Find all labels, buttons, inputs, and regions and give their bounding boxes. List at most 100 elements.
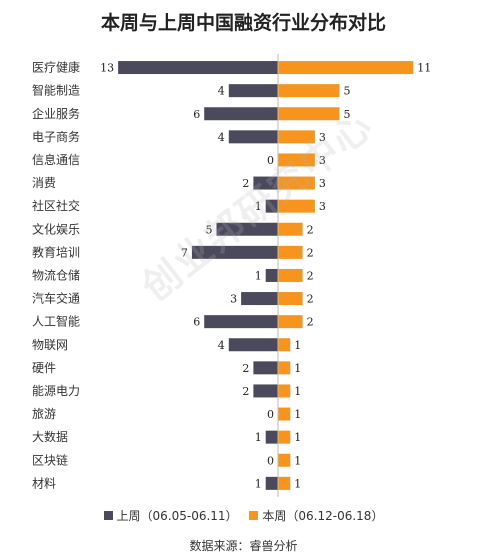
category-label: 大数据 — [32, 429, 68, 444]
category-label: 物联网 — [32, 338, 68, 352]
value-label-last-week: 4 — [218, 131, 225, 144]
bar-last-week — [228, 84, 278, 98]
value-label-this-week: 1 — [294, 408, 301, 421]
value-label-last-week: 7 — [181, 246, 188, 259]
category-label: 电子商务 — [32, 129, 80, 144]
category-label: 物流仓储 — [32, 267, 80, 282]
value-label-this-week: 1 — [294, 362, 301, 375]
value-label-last-week: 1 — [255, 431, 262, 444]
category-label: 能源电力 — [32, 384, 80, 398]
bar-last-week — [265, 199, 278, 213]
category-label: 人工智能 — [32, 314, 80, 329]
legend-label-this-week: 本周（06.12-06.18） — [262, 509, 384, 523]
value-label-last-week: 2 — [242, 177, 249, 190]
bar-this-week — [278, 292, 303, 306]
value-label-this-week: 1 — [294, 454, 301, 467]
chart-legend: 上周（06.05-06.11） 本周（06.12-06.18） — [0, 507, 487, 524]
category-label: 教育培训 — [32, 244, 80, 259]
category-label: 文化娱乐 — [32, 221, 80, 236]
legend-swatch-last-week — [103, 511, 113, 520]
value-label-this-week: 1 — [294, 385, 301, 398]
value-label-this-week: 1 — [294, 477, 301, 490]
bar-this-week — [278, 338, 291, 352]
legend-swatch-this-week — [249, 511, 259, 520]
category-label: 企业服务 — [32, 106, 80, 121]
legend-item-last-week: 上周（06.05-06.11） — [103, 507, 238, 524]
value-label-last-week: 1 — [255, 477, 262, 490]
bar-this-week — [278, 245, 303, 259]
bar-this-week — [278, 107, 340, 121]
bar-last-week — [204, 107, 278, 121]
value-label-last-week: 5 — [206, 223, 213, 236]
bar-this-week — [278, 407, 291, 421]
bar-this-week — [278, 199, 315, 213]
category-label: 信息通信 — [32, 152, 80, 167]
value-label-last-week: 3 — [230, 293, 237, 306]
category-label: 医疗健康 — [32, 60, 80, 75]
value-label-this-week: 5 — [344, 85, 351, 98]
value-label-last-week: 4 — [218, 339, 225, 352]
value-label-last-week: 6 — [193, 108, 200, 121]
bar-this-week — [278, 222, 303, 236]
value-label-last-week: 6 — [193, 316, 200, 329]
value-label-this-week: 2 — [307, 293, 314, 306]
bar-last-week — [118, 61, 278, 75]
value-label-this-week: 11 — [417, 62, 431, 75]
value-label-last-week: 1 — [255, 269, 262, 282]
bar-last-week — [253, 384, 278, 398]
value-label-last-week: 2 — [242, 385, 249, 398]
value-label-this-week: 2 — [307, 269, 314, 282]
bar-last-week — [241, 292, 278, 306]
value-label-last-week: 4 — [218, 85, 225, 98]
bar-this-week — [278, 361, 291, 375]
category-label: 智能制造 — [32, 83, 80, 98]
bar-this-week — [278, 384, 291, 398]
category-label: 消费 — [32, 176, 56, 190]
bar-last-week — [204, 315, 278, 329]
bar-last-week — [265, 268, 278, 282]
value-label-this-week: 3 — [319, 154, 326, 167]
value-label-last-week: 0 — [267, 454, 274, 467]
legend-item-this-week: 本周（06.12-06.18） — [249, 507, 383, 524]
category-label: 硬件 — [32, 361, 56, 375]
bar-this-week — [278, 176, 315, 190]
bar-last-week — [253, 176, 278, 190]
category-label: 区块链 — [32, 452, 68, 467]
bar-last-week — [265, 476, 278, 490]
bar-last-week — [228, 338, 278, 352]
value-label-last-week: 13 — [100, 62, 114, 75]
bar-last-week — [191, 245, 278, 259]
bar-this-week — [278, 430, 291, 444]
value-label-last-week: 1 — [255, 200, 262, 213]
bar-this-week — [278, 453, 291, 467]
category-label: 汽车交通 — [32, 291, 80, 306]
value-label-last-week: 0 — [267, 154, 274, 167]
value-label-this-week: 5 — [344, 108, 351, 121]
value-label-this-week: 1 — [294, 431, 301, 444]
bar-this-week — [278, 153, 315, 167]
category-label: 旅游 — [32, 407, 56, 421]
value-label-this-week: 2 — [307, 223, 314, 236]
chart-title: 本周与上周中国融资行业分布对比 — [100, 12, 386, 34]
bar-this-week — [278, 476, 291, 490]
bar-last-week — [265, 430, 278, 444]
bar-this-week — [278, 315, 303, 329]
value-label-last-week: 0 — [267, 408, 274, 421]
bar-last-week — [228, 130, 278, 144]
value-label-this-week: 1 — [294, 339, 301, 352]
value-label-this-week: 2 — [307, 246, 314, 259]
bar-this-week — [278, 130, 315, 144]
category-label: 社区社交 — [32, 198, 80, 213]
value-label-this-week: 3 — [319, 200, 326, 213]
legend-label-last-week: 上周（06.05-06.11） — [116, 509, 238, 523]
bar-this-week — [278, 84, 340, 98]
bar-last-week — [216, 222, 278, 236]
value-label-last-week: 2 — [242, 362, 249, 375]
bar-last-week — [253, 361, 278, 375]
value-label-this-week: 3 — [319, 177, 326, 190]
value-label-this-week: 2 — [307, 316, 314, 329]
bar-this-week — [278, 61, 414, 75]
bar-this-week — [278, 268, 303, 282]
category-label: 材料 — [32, 476, 56, 490]
